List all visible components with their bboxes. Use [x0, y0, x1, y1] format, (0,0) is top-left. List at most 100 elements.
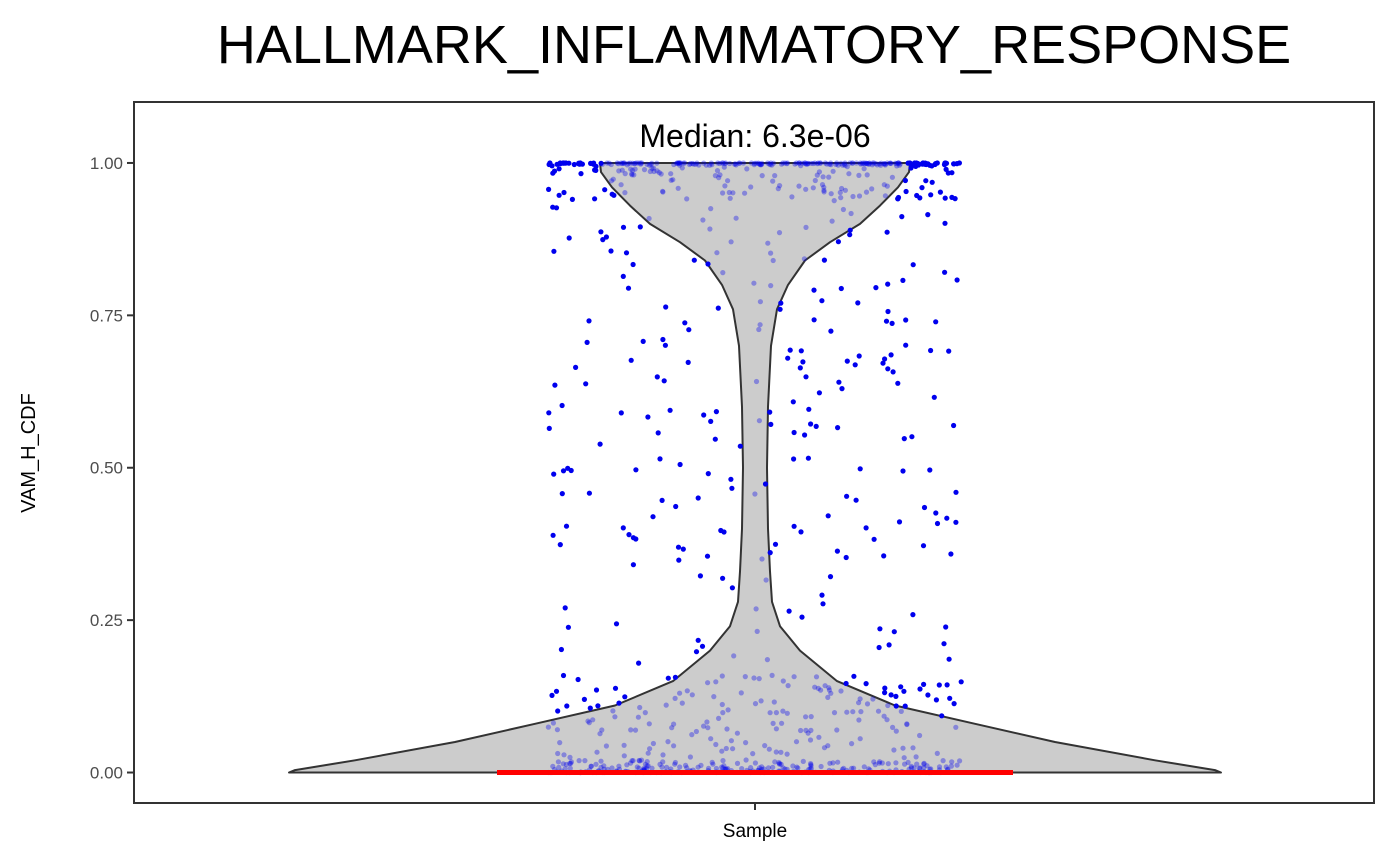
- data-point: [587, 705, 593, 711]
- data-point: [719, 160, 725, 166]
- data-point: [758, 162, 764, 168]
- data-point: [803, 161, 809, 167]
- data-point: [550, 720, 557, 726]
- data-point: [663, 304, 669, 310]
- data-point: [814, 172, 820, 178]
- data-point: [632, 727, 639, 733]
- data-point: [770, 764, 776, 770]
- data-point: [776, 759, 782, 766]
- data-point: [608, 178, 615, 184]
- data-point: [957, 758, 963, 764]
- data-point: [755, 160, 762, 166]
- data-point: [727, 160, 733, 167]
- data-point: [900, 745, 906, 751]
- y-tick-label-1: 0.25: [90, 611, 123, 630]
- data-point: [693, 649, 700, 655]
- data-point: [555, 759, 562, 765]
- data-point: [884, 183, 890, 189]
- data-point: [882, 193, 889, 199]
- data-point: [863, 525, 869, 531]
- data-point: [838, 195, 844, 201]
- data-point: [756, 765, 763, 771]
- data-point: [787, 347, 793, 353]
- data-point: [625, 285, 632, 291]
- data-point: [768, 283, 774, 289]
- violin-body: [288, 162, 1222, 774]
- data-point: [612, 714, 618, 720]
- data-point: [731, 653, 737, 659]
- data-point: [639, 160, 645, 166]
- data-point: [821, 257, 828, 263]
- data-point: [784, 751, 790, 757]
- data-point: [895, 380, 901, 386]
- data-point: [566, 160, 572, 166]
- data-point: [831, 710, 838, 716]
- data-point: [622, 171, 628, 177]
- data-point: [691, 257, 697, 263]
- data-point: [616, 168, 622, 174]
- data-point: [894, 163, 900, 169]
- data-point: [849, 160, 855, 166]
- data-point: [665, 675, 671, 681]
- data-point: [819, 298, 825, 304]
- data-point: [885, 366, 891, 372]
- data-point: [757, 322, 763, 328]
- data-point: [843, 554, 849, 561]
- data-point: [576, 758, 582, 764]
- data-point: [837, 189, 843, 196]
- data-point: [560, 761, 566, 767]
- data-point: [640, 338, 646, 344]
- data-point: [898, 684, 904, 690]
- data-point: [821, 184, 827, 190]
- data-point: [636, 660, 642, 666]
- data-point: [892, 160, 898, 166]
- data-point: [730, 190, 736, 196]
- data-point: [827, 574, 834, 580]
- data-point: [577, 161, 583, 167]
- data-point: [862, 160, 868, 166]
- data-point: [659, 764, 665, 770]
- data-point: [634, 764, 640, 770]
- data-point: [877, 161, 883, 167]
- data-point: [909, 434, 915, 440]
- data-point: [826, 174, 832, 180]
- data-point: [651, 165, 657, 171]
- data-point: [622, 190, 628, 196]
- data-point: [564, 703, 570, 709]
- data-point: [815, 685, 821, 692]
- y-axis: 0.00 0.25 0.50 0.75 1.00: [90, 154, 134, 783]
- data-point: [842, 162, 848, 168]
- data-point: [770, 720, 776, 727]
- data-point: [684, 765, 690, 771]
- data-point: [635, 714, 642, 720]
- data-point: [713, 409, 720, 415]
- data-point: [634, 160, 640, 166]
- data-point: [947, 695, 953, 701]
- data-point: [712, 173, 719, 179]
- data-point: [558, 646, 565, 653]
- data-point: [670, 177, 676, 183]
- data-point: [816, 734, 822, 740]
- data-point: [806, 406, 812, 412]
- chart-title: HALLMARK_INFLAMMATORY_RESPONSE: [216, 15, 1292, 75]
- data-point: [851, 673, 857, 679]
- data-point: [873, 161, 879, 167]
- data-point: [642, 761, 649, 767]
- data-point: [581, 696, 588, 703]
- data-point: [583, 381, 589, 387]
- data-point: [706, 765, 712, 771]
- data-point: [805, 161, 811, 167]
- data-point: [803, 374, 809, 380]
- data-point: [801, 256, 808, 262]
- data-point: [597, 731, 603, 737]
- data-point: [911, 765, 917, 771]
- data-point: [780, 708, 786, 714]
- data-point: [921, 761, 927, 767]
- data-point: [925, 212, 931, 218]
- data-point: [796, 183, 802, 189]
- data-point: [831, 198, 837, 204]
- data-point: [705, 471, 711, 477]
- data-point: [592, 167, 598, 173]
- data-point: [604, 160, 610, 166]
- data-point: [795, 765, 801, 771]
